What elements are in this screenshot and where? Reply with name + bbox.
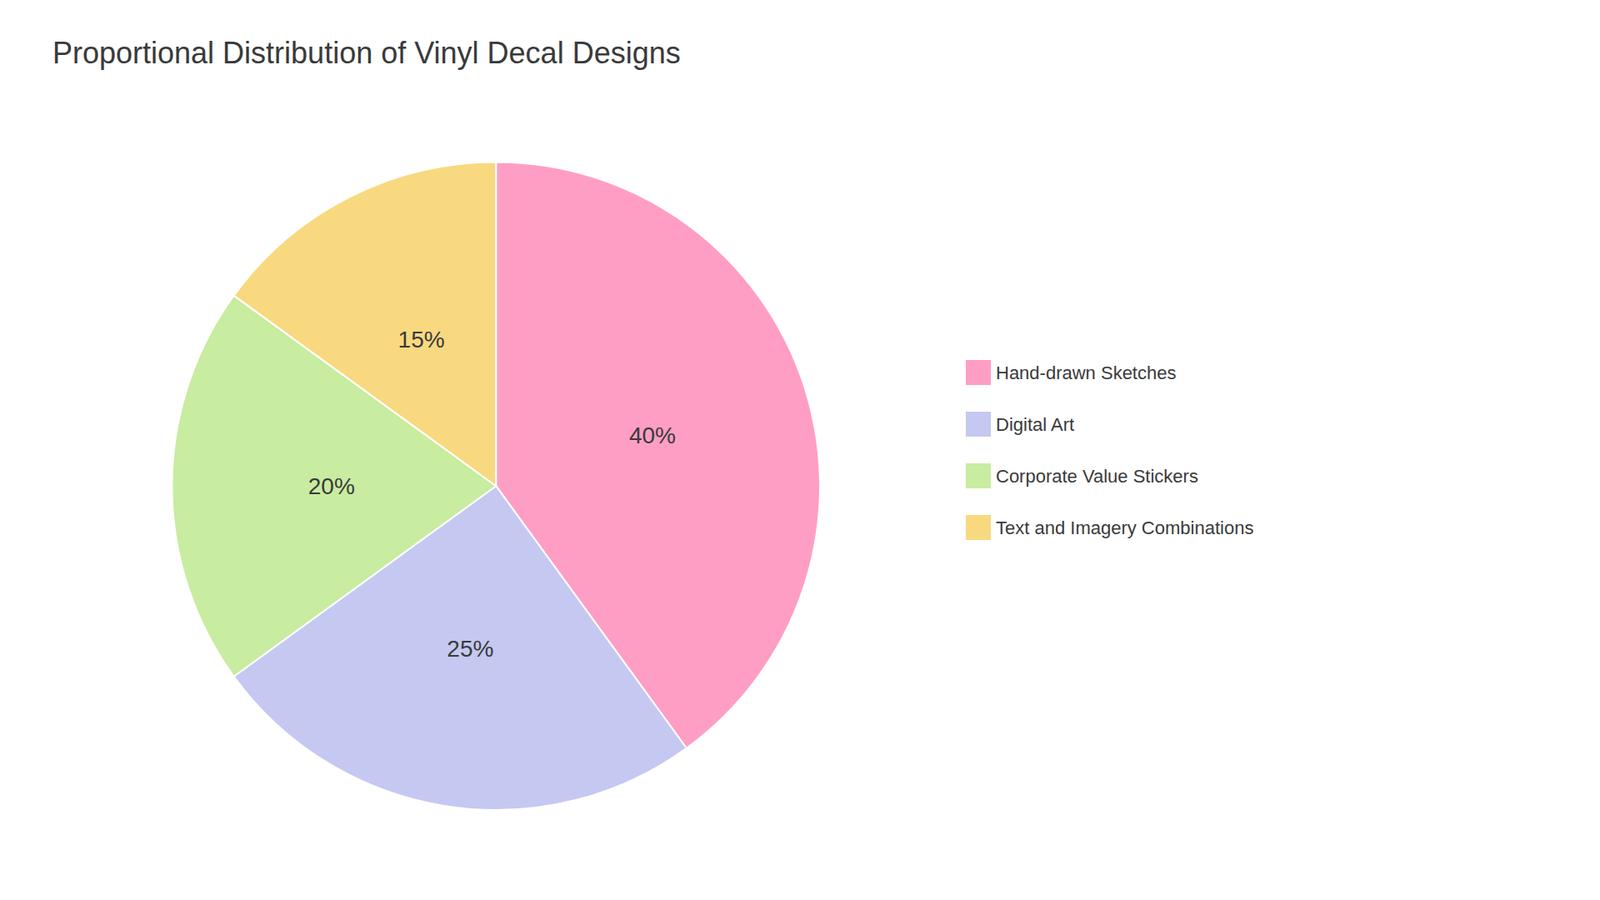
svg-text:40%: 40% xyxy=(629,422,676,449)
svg-text:20%: 20% xyxy=(308,473,355,500)
svg-text:15%: 15% xyxy=(398,326,445,353)
svg-text:25%: 25% xyxy=(446,635,494,662)
svg-text:Hand-drawn Sketches: Hand-drawn Sketches xyxy=(995,362,1176,384)
svg-text:Digital Art: Digital Art xyxy=(995,414,1075,435)
svg-text:Proportional Distribution of V: Proportional Distribution of Vinyl Decal… xyxy=(52,35,681,70)
svg-text:Text and Imagery Combinations: Text and Imagery Combinations xyxy=(995,517,1254,539)
svg-text:Corporate Value Stickers: Corporate Value Stickers xyxy=(995,465,1199,487)
